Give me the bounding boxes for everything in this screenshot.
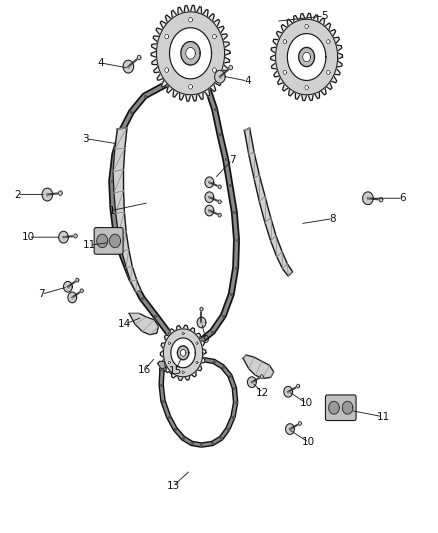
Polygon shape [64,281,72,292]
Text: 4: 4 [244,76,251,86]
Polygon shape [177,346,189,360]
Polygon shape [180,350,186,356]
Polygon shape [205,177,214,188]
Polygon shape [42,188,53,201]
Text: 7: 7 [229,155,236,165]
Polygon shape [243,355,274,378]
Polygon shape [283,70,286,75]
Polygon shape [244,128,293,276]
Polygon shape [286,424,294,434]
Text: 8: 8 [329,214,336,223]
Polygon shape [205,192,214,203]
Polygon shape [327,39,330,44]
Polygon shape [196,361,198,364]
Polygon shape [260,375,263,378]
Polygon shape [156,12,225,95]
Text: 11: 11 [83,240,96,250]
Polygon shape [196,342,198,344]
Polygon shape [298,422,301,425]
Polygon shape [171,338,195,368]
Polygon shape [327,70,330,75]
FancyBboxPatch shape [325,395,356,421]
Polygon shape [212,34,216,39]
Polygon shape [212,68,216,72]
Polygon shape [303,52,311,62]
Polygon shape [59,231,68,243]
Polygon shape [287,34,326,80]
Text: 9: 9 [202,335,209,344]
Text: 2: 2 [14,190,21,199]
Text: 7: 7 [38,289,45,299]
Text: 3: 3 [82,134,89,143]
Polygon shape [218,213,221,217]
Polygon shape [186,47,195,59]
Text: 10: 10 [22,232,35,242]
Polygon shape [197,317,206,328]
Polygon shape [284,386,293,397]
Polygon shape [182,371,184,374]
Polygon shape [343,401,353,414]
Polygon shape [363,192,373,205]
Polygon shape [68,292,77,303]
Polygon shape [305,25,308,29]
Polygon shape [271,13,343,101]
Polygon shape [165,34,169,39]
Polygon shape [80,289,83,293]
Text: 13: 13 [166,481,180,491]
Polygon shape [299,47,314,67]
Polygon shape [59,191,62,196]
Polygon shape [158,361,166,369]
Polygon shape [215,70,225,83]
Text: 5: 5 [321,11,328,21]
Polygon shape [76,278,79,282]
Polygon shape [137,55,141,60]
Polygon shape [160,325,206,381]
Polygon shape [113,128,141,292]
Text: 10: 10 [302,438,315,447]
Polygon shape [129,313,159,335]
Polygon shape [123,60,134,73]
Polygon shape [329,401,339,414]
Polygon shape [151,5,230,101]
Text: 1: 1 [108,206,115,215]
Polygon shape [305,85,308,90]
Polygon shape [163,329,203,377]
Polygon shape [218,185,221,189]
Text: 4: 4 [97,58,104,68]
Polygon shape [247,377,256,387]
Polygon shape [110,234,120,248]
Text: 6: 6 [399,193,406,203]
Polygon shape [297,384,300,388]
Polygon shape [276,19,338,95]
Text: 15: 15 [169,366,182,376]
Polygon shape [229,66,233,70]
Polygon shape [165,68,169,72]
Text: 12: 12 [256,388,269,398]
Polygon shape [170,28,212,79]
Polygon shape [182,332,184,335]
Polygon shape [189,18,192,22]
Polygon shape [74,234,77,238]
Text: 14: 14 [118,319,131,329]
Polygon shape [181,42,200,65]
Text: 11: 11 [377,412,390,422]
FancyBboxPatch shape [94,228,123,254]
Polygon shape [168,342,170,344]
Polygon shape [168,361,170,364]
Polygon shape [379,197,383,202]
Polygon shape [283,39,286,44]
Polygon shape [200,308,203,311]
Polygon shape [189,84,192,89]
Text: 10: 10 [300,399,313,408]
Text: 16: 16 [138,365,151,375]
Polygon shape [205,205,214,216]
Polygon shape [218,200,221,204]
Polygon shape [97,234,108,248]
